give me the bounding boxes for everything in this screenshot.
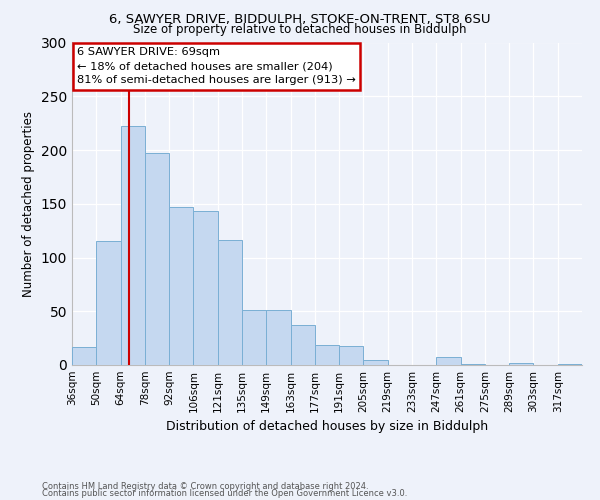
- X-axis label: Distribution of detached houses by size in Biddulph: Distribution of detached houses by size …: [166, 420, 488, 434]
- Bar: [96, 242, 121, 365]
- Bar: [558, 364, 582, 365]
- Bar: [121, 126, 145, 365]
- Text: Size of property relative to detached houses in Biddulph: Size of property relative to detached ho…: [133, 22, 467, 36]
- Bar: [461, 364, 485, 365]
- Bar: [290, 325, 315, 365]
- Text: Contains public sector information licensed under the Open Government Licence v3: Contains public sector information licen…: [42, 490, 407, 498]
- Text: 6 SAWYER DRIVE: 69sqm
← 18% of detached houses are smaller (204)
81% of semi-det: 6 SAWYER DRIVE: 69sqm ← 18% of detached …: [77, 48, 356, 86]
- Bar: [218, 240, 242, 365]
- Bar: [364, 360, 388, 365]
- Bar: [315, 344, 339, 365]
- Y-axis label: Number of detached properties: Number of detached properties: [22, 111, 35, 296]
- Bar: [266, 310, 290, 365]
- Bar: [242, 310, 266, 365]
- Bar: [72, 346, 96, 365]
- Bar: [339, 346, 364, 365]
- Bar: [193, 212, 218, 365]
- Bar: [509, 363, 533, 365]
- Text: Contains HM Land Registry data © Crown copyright and database right 2024.: Contains HM Land Registry data © Crown c…: [42, 482, 368, 491]
- Bar: [169, 207, 193, 365]
- Bar: [436, 358, 461, 365]
- Bar: [145, 153, 169, 365]
- Text: 6, SAWYER DRIVE, BIDDULPH, STOKE-ON-TRENT, ST8 6SU: 6, SAWYER DRIVE, BIDDULPH, STOKE-ON-TREN…: [109, 12, 491, 26]
